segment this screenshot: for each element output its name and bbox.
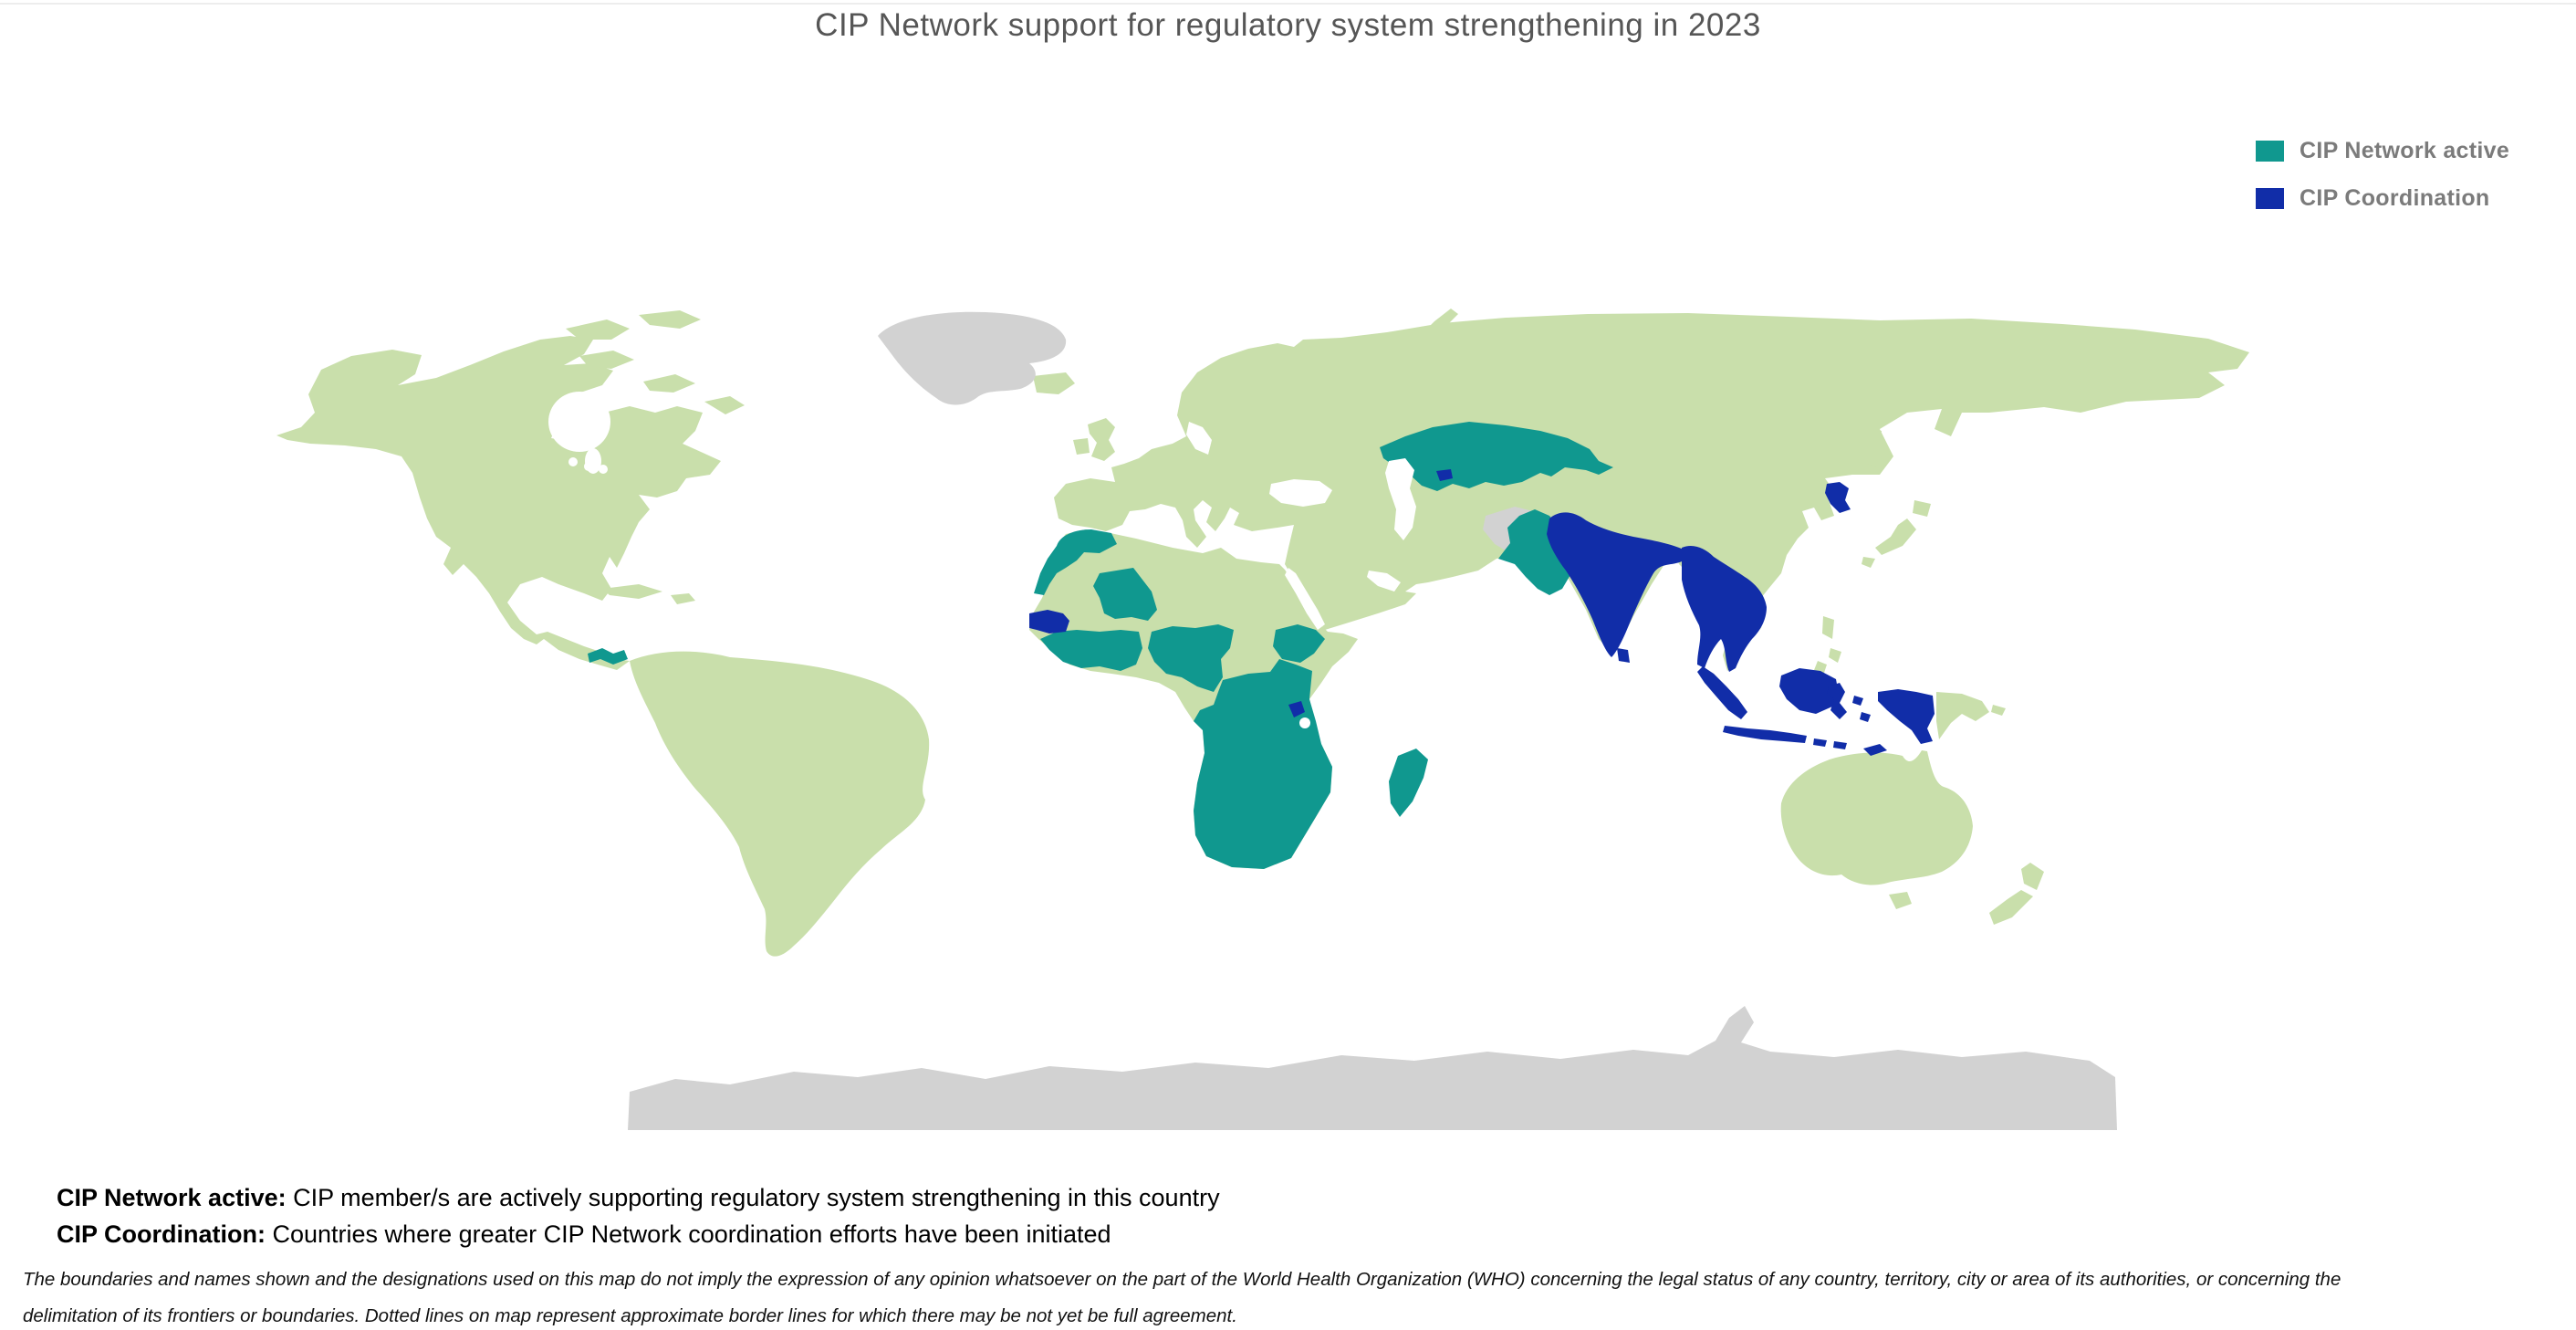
region-madagascar [1389,749,1428,817]
region-korea [1825,482,1851,513]
region-sri-lanka [1617,648,1630,663]
note-coordination: CIP Coordination: Countries where greate… [57,1216,1220,1252]
region-senegal [1029,610,1069,634]
region-japan [1913,500,1931,517]
region-papua-west [1878,689,1935,744]
red-sea [1285,568,1325,630]
region-java [1723,726,1807,743]
region-new-zealand [2021,863,2044,890]
region-greenland [878,311,1067,405]
region-sulawesi [1827,683,1847,719]
legend-definitions: CIP Network active: CIP member/s are act… [57,1179,1220,1252]
persian-gulf [1367,571,1401,592]
region-antarctica [628,1006,2117,1130]
note-network-active-label: CIP Network active: [57,1184,287,1211]
note-coordination-text: Countries where greater CIP Network coor… [266,1220,1111,1248]
region-philippines [1822,616,1834,639]
region-morocco [1034,529,1117,595]
black-sea [1269,479,1332,507]
region-panama [588,648,628,665]
region-south-america [630,651,930,957]
top-divider [0,3,2576,5]
region-iceland [1033,372,1075,394]
region-timor [1863,744,1887,756]
region-papua-new-guinea [1936,692,1989,739]
note-coordination-label: CIP Coordination: [57,1220,266,1248]
water-overlays [548,392,1416,728]
region-australia [1780,750,1973,885]
region-kyrgyzstan [1436,469,1453,481]
region-tasmania [1889,892,1912,909]
legend-item-network-active: CIP Network active [2256,137,2509,164]
region-guinea-coast [1040,630,1142,671]
disclaimer-line-2: delimitation of its frontiers or boundar… [23,1305,1237,1326]
region-cuba [602,584,662,599]
map-legend: CIP Network active CIP Coordination [2256,137,2509,232]
legend-item-coordination: CIP Coordination [2256,184,2509,212]
region-india [1547,512,1684,657]
note-network-active-text: CIP member/s are actively supporting reg… [286,1184,1220,1211]
region-eurasia [1054,313,2249,671]
legend-swatch-coordination [2256,187,2284,209]
regions-coordination [1029,469,1935,756]
legend-label-network-active: CIP Network active [2300,137,2510,163]
region-mali [1093,568,1157,621]
region-nigeria-cameroon [1148,624,1234,692]
baltic-sea [1186,422,1212,455]
region-borneo [1779,668,1839,714]
regions-grey [628,311,2117,1130]
region-ethiopia [1273,624,1325,663]
region-uk [1088,418,1115,461]
lake-victoria [1299,717,1310,728]
disclaimer-line-1: The boundaries and names shown and the d… [23,1269,2341,1290]
who-disclaimer: The boundaries and names shown and the d… [23,1262,2341,1330]
legend-label-coordination: CIP Coordination [2300,184,2490,211]
hudson-bay [548,392,610,452]
region-mainland-southeast-asia [1682,546,1767,672]
caspian-sea [1385,458,1416,540]
page-title: CIP Network support for regulatory syste… [815,7,1761,43]
note-network-active: CIP Network active: CIP member/s are act… [57,1179,1220,1216]
region-sumatra [1697,666,1747,719]
region-rwanda [1288,701,1305,717]
legend-swatch-network-active [2256,140,2284,162]
